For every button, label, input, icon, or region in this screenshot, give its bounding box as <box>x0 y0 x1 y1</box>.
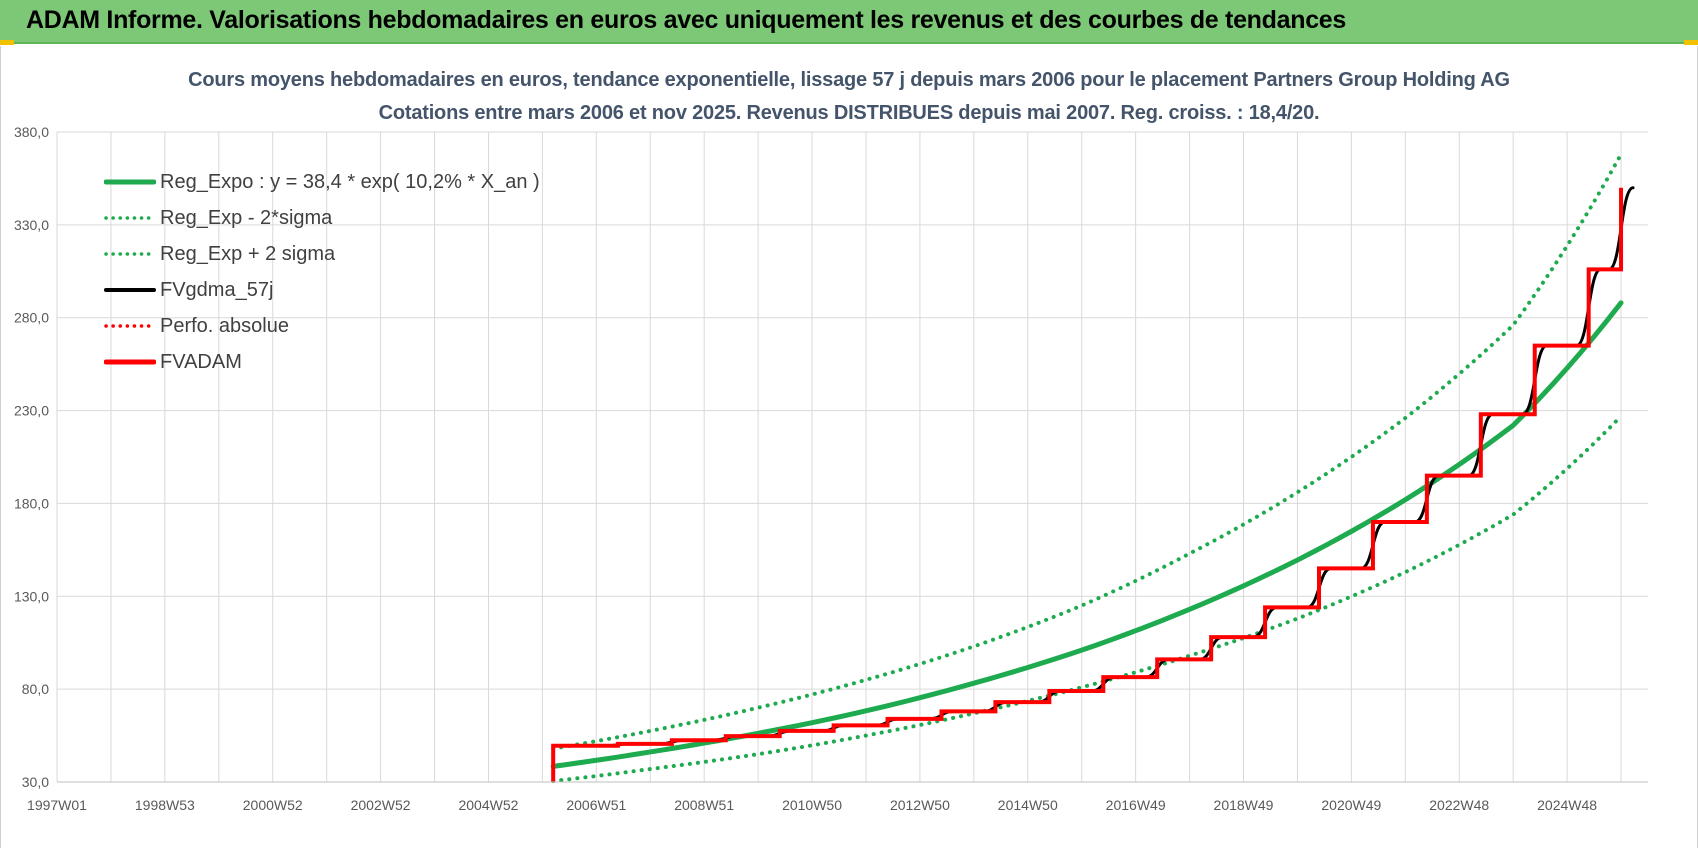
corner-mark-right <box>1684 40 1698 45</box>
legend-label: Reg_Exp + 2 sigma <box>160 242 336 265</box>
legend-swatch <box>104 216 156 220</box>
legend: Reg_Expo : y = 38,4 * exp( 10,2% * X_an … <box>104 164 540 380</box>
legend-item: FVADAM <box>104 344 540 380</box>
legend-label: Reg_Expo : y = 38,4 * exp( 10,2% * X_an … <box>160 170 540 193</box>
legend-label: FVgdma_57j <box>160 278 274 301</box>
legend-item: Reg_Exp + 2 sigma <box>104 236 540 272</box>
legend-item: Reg_Expo : y = 38,4 * exp( 10,2% * X_an … <box>104 164 540 200</box>
legend-swatch <box>104 252 156 256</box>
legend-swatch <box>104 359 156 365</box>
legend-label: Perfo. absolue <box>160 314 289 337</box>
legend-swatch <box>104 179 156 185</box>
page-title: ADAM Informe. Valorisations hebdomadaire… <box>26 6 1347 34</box>
legend-label: FVADAM <box>160 350 242 373</box>
legend-item: Perfo. absolue <box>104 308 540 344</box>
legend-swatch <box>104 288 156 292</box>
banner: ADAM Informe. Valorisations hebdomadaire… <box>0 0 1698 44</box>
chart-title: Cours moyens hebdomadaires en euros, ten… <box>188 69 1510 91</box>
legend-swatch <box>104 324 156 328</box>
chart-subtitle: Cotations entre mars 2006 et nov 2025. R… <box>378 102 1320 124</box>
corner-mark-left <box>0 40 14 45</box>
legend-item: Reg_Exp - 2*sigma <box>104 200 540 236</box>
legend-item: FVgdma_57j <box>104 272 540 308</box>
legend-label: Reg_Exp - 2*sigma <box>160 206 333 229</box>
